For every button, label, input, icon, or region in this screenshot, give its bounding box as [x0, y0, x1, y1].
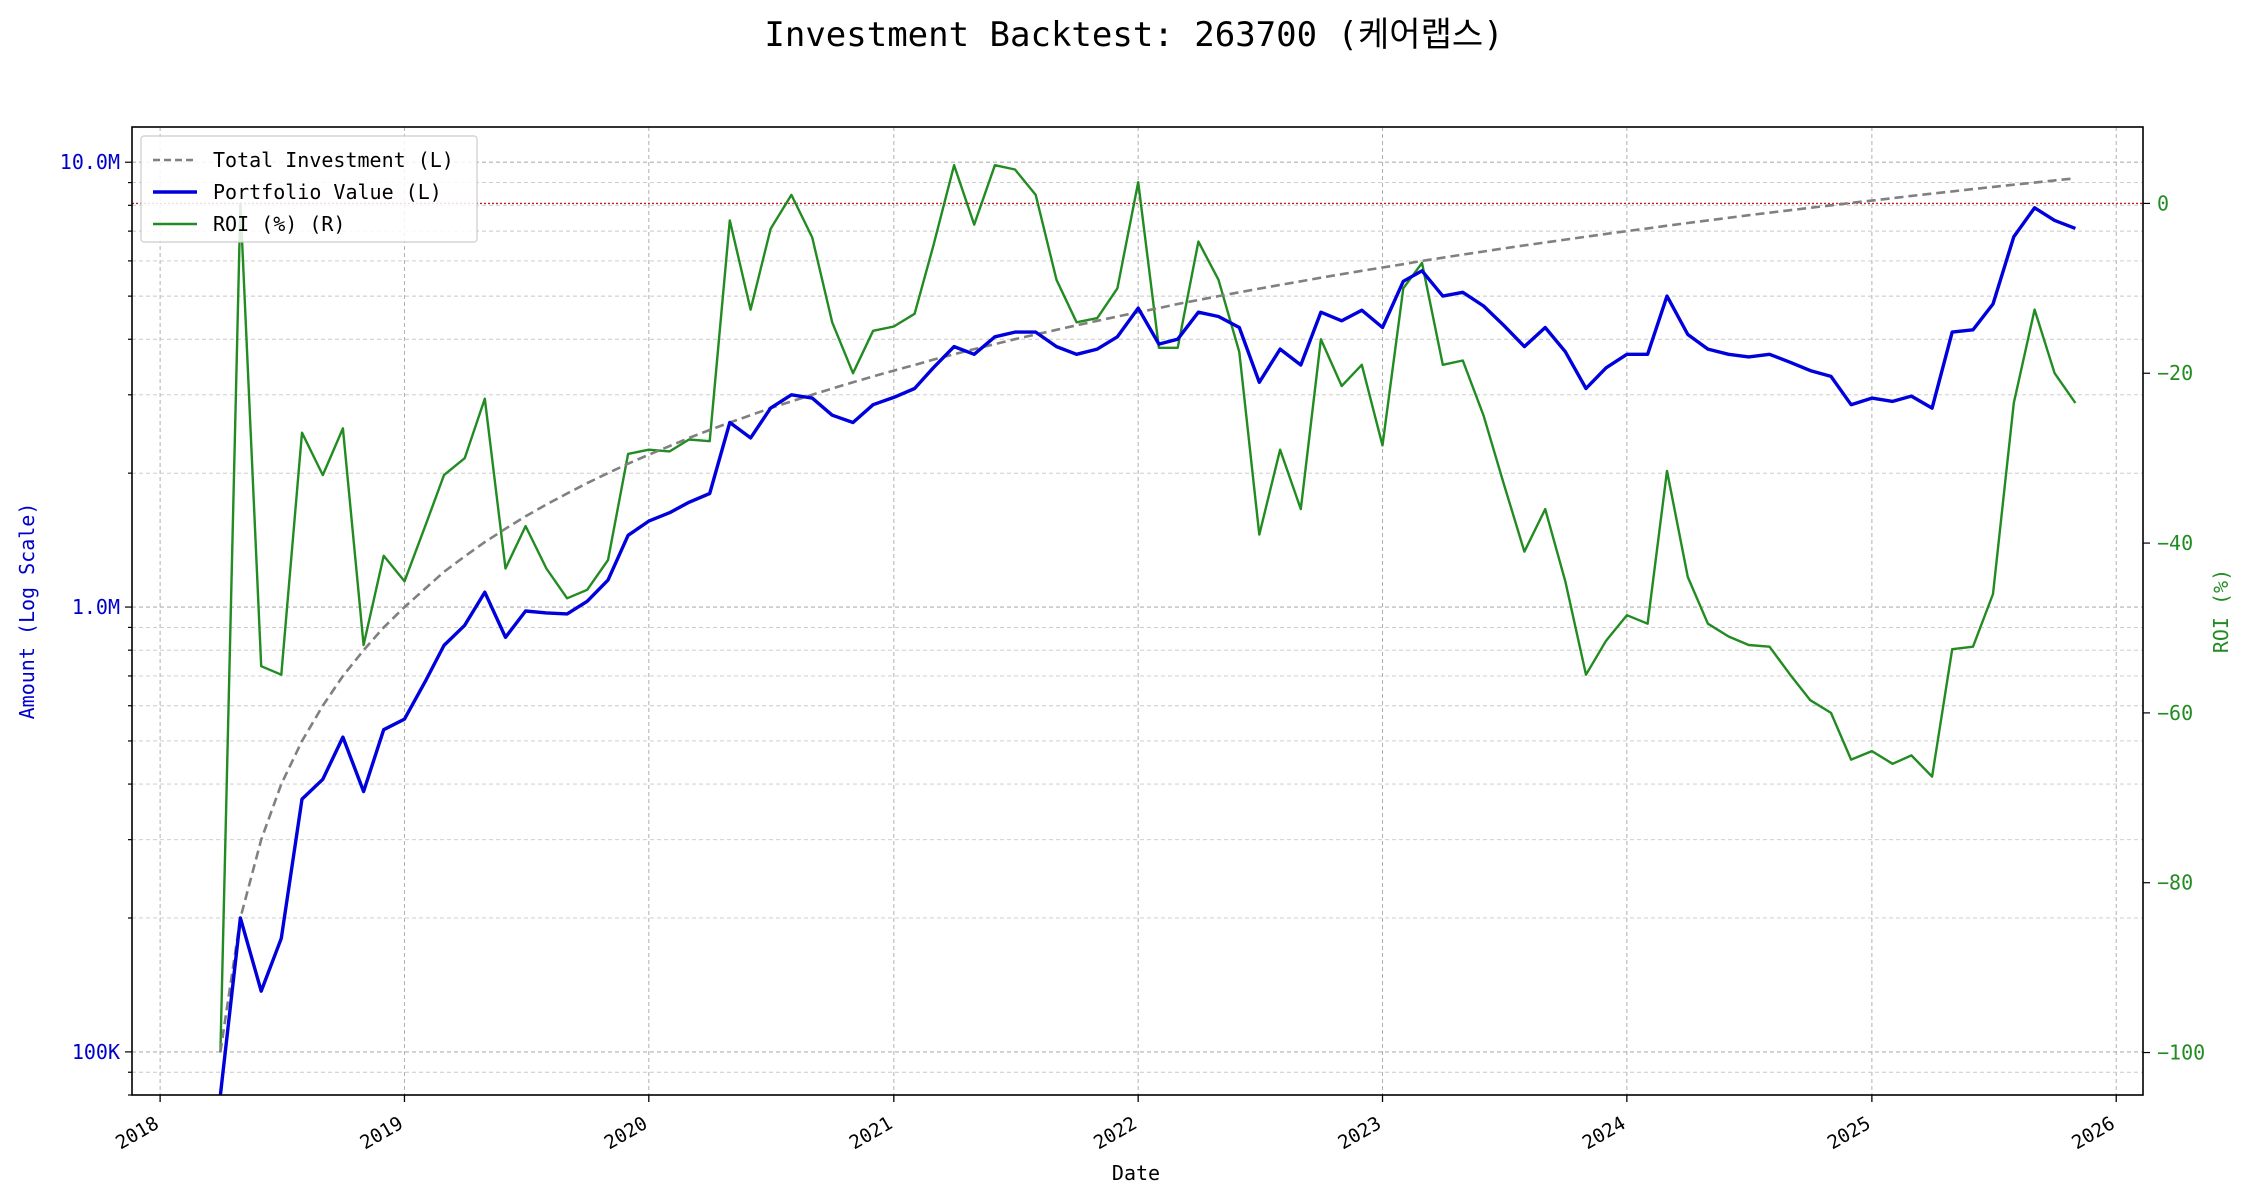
- chart-title: Investment Backtest: 263700 (케어랩스): [764, 15, 1503, 55]
- right-y-axis: 0 −20 −40 −60 −80 −100: [2143, 191, 2205, 1065]
- x-axis-label: Date: [1112, 1161, 1160, 1185]
- right-tick-label: −100: [2157, 1041, 2205, 1065]
- right-tick-label: −20: [2157, 361, 2193, 385]
- right-tick-label: −60: [2157, 701, 2193, 725]
- legend-label: ROI (%) (R): [213, 212, 345, 236]
- portfolio-value-line: [218, 206, 2077, 1096]
- left-y-axis-label: Amount (Log Scale): [15, 503, 39, 720]
- right-tick-label: 0: [2157, 191, 2169, 215]
- grid-layer: [132, 127, 2143, 1096]
- plot-frame: [131, 126, 2144, 1096]
- right-y-axis-label: ROI (%): [2209, 569, 2233, 653]
- left-tick-label: 1.0M: [72, 595, 120, 619]
- roi-line: [219, 163, 2077, 1053]
- left-tick-label: 10.0M: [60, 150, 120, 174]
- legend: Total Investment (L) Portfolio Value (L) R…: [140, 135, 478, 243]
- left-tick-label: 100K: [72, 1040, 120, 1064]
- legend-label: Total Investment (L): [213, 148, 454, 172]
- right-tick-label: −40: [2157, 531, 2193, 555]
- right-tick-label: −80: [2157, 871, 2193, 895]
- total-investment-line: [219, 177, 2076, 1053]
- legend-label: Portfolio Value (L): [213, 180, 442, 204]
- left-y-axis: 100K 1.0M 10.0M: [60, 150, 132, 1096]
- series-layer: [218, 163, 2077, 1096]
- legend-box: [140, 135, 478, 243]
